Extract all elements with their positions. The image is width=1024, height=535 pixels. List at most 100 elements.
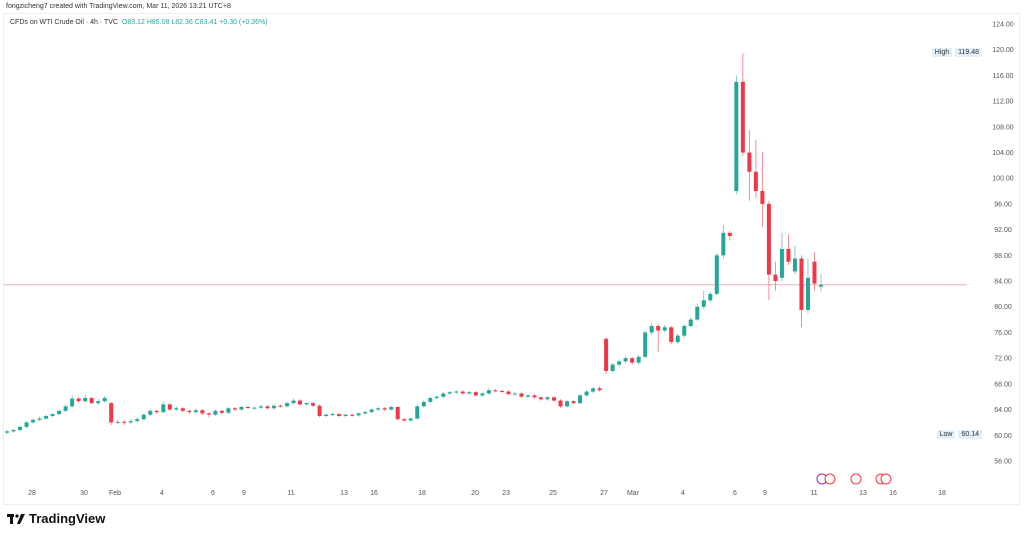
time-tick-label: 13 [859,490,867,497]
candle-body [258,406,263,408]
candle-body [792,258,797,272]
candle-body [571,401,576,404]
candle-body [102,397,107,402]
candle-body [597,388,602,391]
candle [311,401,316,407]
candle [669,326,674,345]
candle [128,419,133,424]
candle [24,421,29,429]
price-tick-label: 108.00 [992,124,1014,131]
us-economic-event-icon[interactable] [880,473,892,485]
candle-body [630,358,635,363]
price-tick-label: 96.00 [994,201,1012,208]
candle-body [141,414,146,420]
low-badge: Low 60.14 [936,430,982,439]
candle [76,396,81,404]
ohlc-high: H85.08 [146,19,170,26]
candle-body [31,419,36,423]
chart-credit: fongzicheng7 created with TradingView.co… [6,3,231,10]
candle-body [350,414,355,416]
ohlc-low: L82.36 [171,19,193,26]
candle [506,390,511,396]
candle-body [167,404,172,410]
candle [187,409,192,415]
tradingview-logo[interactable]: TradingView [7,511,105,526]
candle-body [356,413,361,416]
candle-body [604,338,609,372]
candle-body [799,258,804,310]
candle [604,336,609,375]
price-tick-label: 100.00 [992,176,1014,183]
candle-body [695,306,700,320]
candle-body [779,248,784,278]
candle-body [180,408,185,411]
candle-body [109,403,114,423]
candle-body [428,397,433,402]
candle-body [395,406,400,420]
candle [63,404,68,413]
us-economic-event-icon[interactable] [850,473,862,485]
candle-body [766,203,771,275]
candle-body [753,171,758,192]
candle-body [389,406,394,410]
candle [239,405,244,411]
candle-body [96,401,101,404]
time-tick-label: Feb [109,490,121,497]
candle-body [740,81,745,153]
candle [428,396,433,404]
candle [50,412,55,418]
price-tick-label: 120.00 [992,47,1014,54]
candle [415,404,420,420]
candle-body [532,395,537,398]
tradingview-logo-icon [7,513,25,524]
candle-body [57,410,62,415]
candle [721,225,726,259]
candle [727,230,732,241]
candle-body [773,274,778,282]
candle [460,390,465,395]
candle [656,324,661,352]
price-tick-label: 112.00 [993,99,1014,106]
candle [773,261,778,291]
us-economic-event-icon[interactable] [824,473,836,485]
candle-body [174,408,179,410]
high-value: 119.48 [955,48,982,57]
candle-body [649,326,654,333]
time-tick-label: Mar [627,490,640,497]
candle [538,396,543,401]
candle [565,399,570,408]
candle [167,403,172,411]
candle [285,401,290,408]
time-tick-label: 18 [938,490,946,497]
time-tick-label: 20 [471,490,479,497]
candle [109,401,114,425]
candle-body [506,391,511,395]
candle-body [812,261,817,284]
candle [232,406,237,411]
candle-body [701,300,706,307]
candle [102,396,107,403]
candle [206,412,211,418]
candle [597,386,602,392]
candle-body [5,431,9,433]
candle-body [24,422,29,427]
candle [819,274,823,292]
candle-body [734,81,739,192]
candle [643,330,648,359]
price-tick-label: 60.00 [994,433,1012,440]
candle-body [154,410,159,413]
chart-frame[interactable] [3,13,1020,505]
candle [408,417,413,422]
candle-body [525,395,530,397]
time-tick-label: 9 [763,490,767,497]
candle-body [545,397,550,400]
time-tick-label: 23 [502,490,510,497]
price-tick-label: 64.00 [994,407,1012,414]
candle [245,405,250,409]
candle-body [499,390,504,392]
candle [753,139,758,198]
candle [37,416,42,422]
candle [584,390,589,397]
candle [304,401,309,406]
